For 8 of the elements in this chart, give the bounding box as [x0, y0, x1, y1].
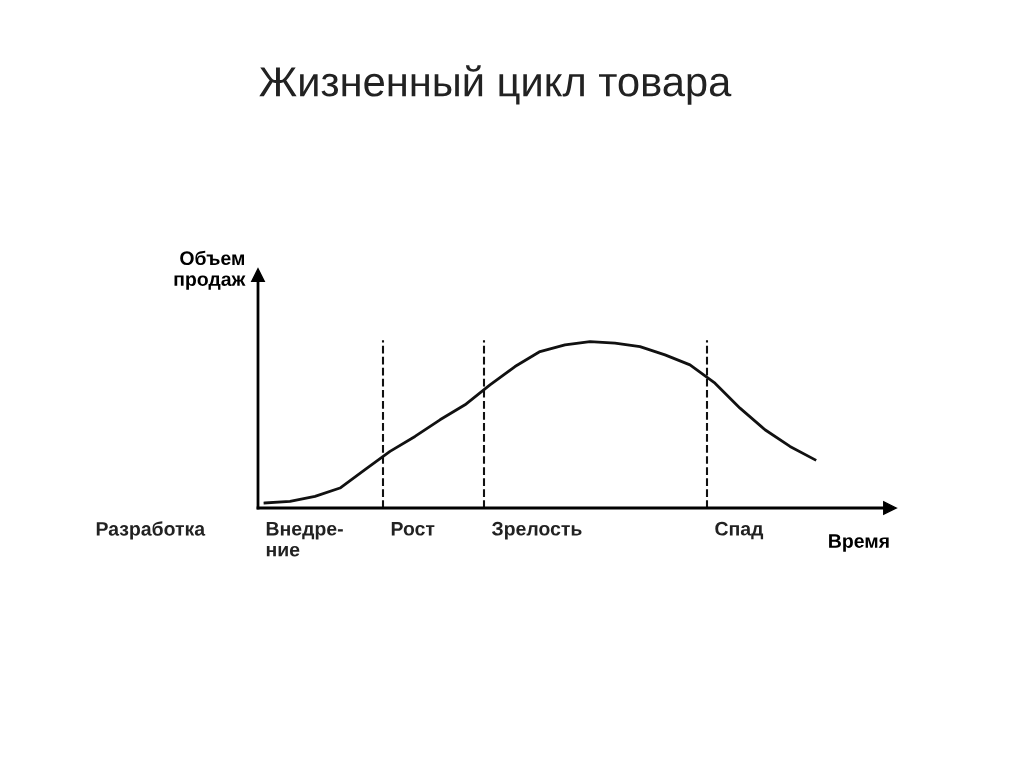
text: Внедре- ние [266, 522, 343, 557]
y-axis-title: Объем продаж [174, 250, 246, 290]
text: Разработка [96, 521, 206, 540]
text: Спад [715, 521, 764, 540]
text: Зрелость [491, 521, 582, 540]
x-axis-title: Время [829, 534, 889, 552]
text: Рост [391, 522, 435, 536]
chart-title: Жизненный цикл товара [259, 65, 732, 105]
